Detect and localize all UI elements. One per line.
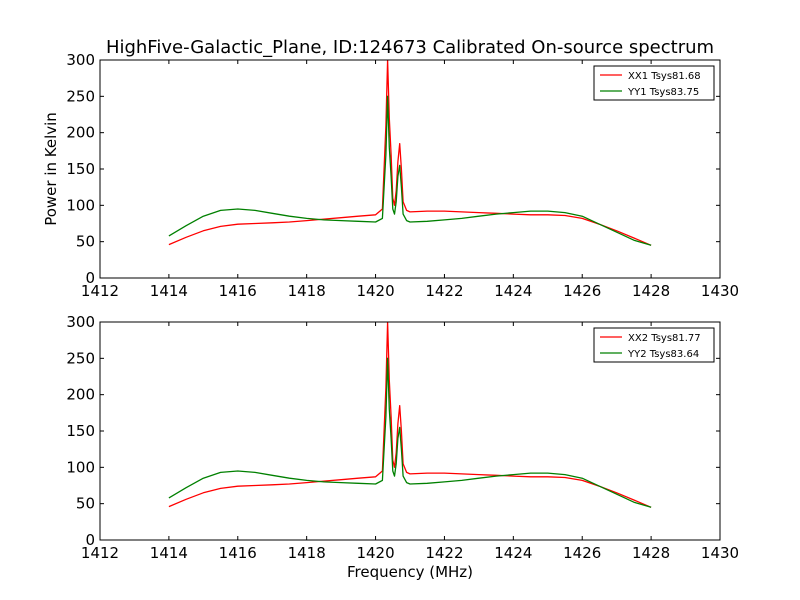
series-line-yy <box>168 357 652 508</box>
y-axis-label: Power in Kelvin <box>42 112 60 226</box>
y-tick-label: 0 <box>85 269 95 287</box>
y-tick-label: 0 <box>85 531 95 549</box>
y-tick-label: 250 <box>66 87 95 105</box>
x-tick-label: 1420 <box>356 544 394 562</box>
legend-box <box>593 327 715 363</box>
y-tick-label: 100 <box>66 196 95 214</box>
y-tick-label: 200 <box>66 386 95 404</box>
x-tick-label: 1412 <box>81 544 119 562</box>
y-tick-label: 100 <box>66 458 95 476</box>
x-tick-label: 1418 <box>288 544 326 562</box>
legend-box <box>593 65 715 101</box>
x-tick-label: 1418 <box>288 282 326 300</box>
x-tick-label: 1420 <box>356 282 394 300</box>
y-tick-label: 50 <box>76 233 95 251</box>
top-spectrum-panel: 1412 1414 1416 1418 1420 1422 1424 1426 1428 1430… <box>66 51 739 300</box>
y-tick-label: 250 <box>66 349 95 367</box>
y-tick-label: 150 <box>66 160 95 178</box>
x-tick-label: 1416 <box>219 282 257 300</box>
x-tick-label: 1414 <box>150 544 188 562</box>
bottom-spectrum-panel: 1412 1414 1416 1418 1420 1422 1424 1426 1428 1430… <box>66 313 739 562</box>
legend: XX1 Tsys81.68 YY1 Tsys83.75 <box>593 65 715 101</box>
x-tick-label: 1424 <box>494 544 532 562</box>
x-tick-label: 1412 <box>81 282 119 300</box>
x-tick-label: 1426 <box>563 544 601 562</box>
x-tick-label: 1424 <box>494 282 532 300</box>
legend-label: YY1 Tsys83.75 <box>627 87 699 98</box>
series-line-xx <box>168 322 652 508</box>
x-tick-label: 1422 <box>425 544 463 562</box>
legend: XX2 Tsys81.77 YY2 Tsys83.64 <box>593 327 715 363</box>
y-tick-label: 150 <box>66 422 95 440</box>
legend-label: XX1 Tsys81.68 <box>628 71 701 82</box>
y-tick-label: 300 <box>66 313 95 331</box>
legend-label: XX2 Tsys81.77 <box>628 333 701 344</box>
series-line-xx <box>168 60 652 246</box>
y-tick-label: 200 <box>66 124 95 142</box>
x-tick-label: 1414 <box>150 282 188 300</box>
legend-label: YY2 Tsys83.64 <box>627 349 699 360</box>
x-tick-label: 1428 <box>632 282 670 300</box>
series-line-yy <box>168 95 652 246</box>
figure-title: HighFive-Galactic_Plane, ID:124673 Calib… <box>106 37 714 58</box>
x-tick-label: 1428 <box>632 544 670 562</box>
x-tick-label: 1430 <box>701 544 739 562</box>
x-tick-label: 1426 <box>563 282 601 300</box>
y-tick-label: 300 <box>66 51 95 69</box>
y-tick-label: 50 <box>76 495 95 513</box>
x-tick-label: 1430 <box>701 282 739 300</box>
x-tick-label: 1416 <box>219 544 257 562</box>
x-tick-label: 1422 <box>425 282 463 300</box>
x-axis-label: Frequency (MHz) <box>347 563 473 581</box>
